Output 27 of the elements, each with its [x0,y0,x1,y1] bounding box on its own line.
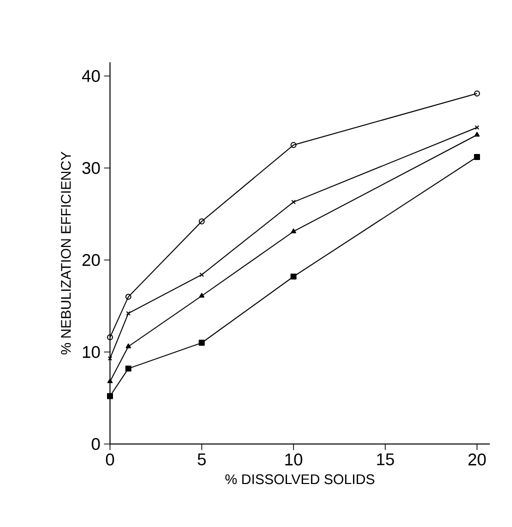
x-tick-label: 10 [285,453,302,466]
y-axis-title: % NEBULIZATION EFFICIENCY [60,152,71,354]
y-tick-label: 40 [82,70,100,82]
point [474,154,480,160]
x-tick-label: 20 [468,453,486,466]
point [199,292,204,298]
point [290,274,296,280]
x-axis-title: % DISSOLVED SOLIDS [225,474,374,484]
point [107,393,113,400]
point [199,272,204,277]
point [198,340,205,346]
point [198,218,205,224]
point [126,343,132,348]
x-tick-label: 0 [106,453,114,466]
point [291,200,296,204]
point [290,228,296,234]
point [126,311,131,316]
point [125,294,132,300]
y-tick-label: 0 [92,438,100,450]
point [125,366,132,372]
point [474,132,480,137]
y-tick-label: 20 [82,254,100,266]
point [290,142,296,148]
y-tick-label: 10 [82,346,100,358]
x-tick-label: 15 [377,453,394,466]
x-tick-label: 5 [198,453,206,466]
y-tick-label: 30 [82,162,100,174]
